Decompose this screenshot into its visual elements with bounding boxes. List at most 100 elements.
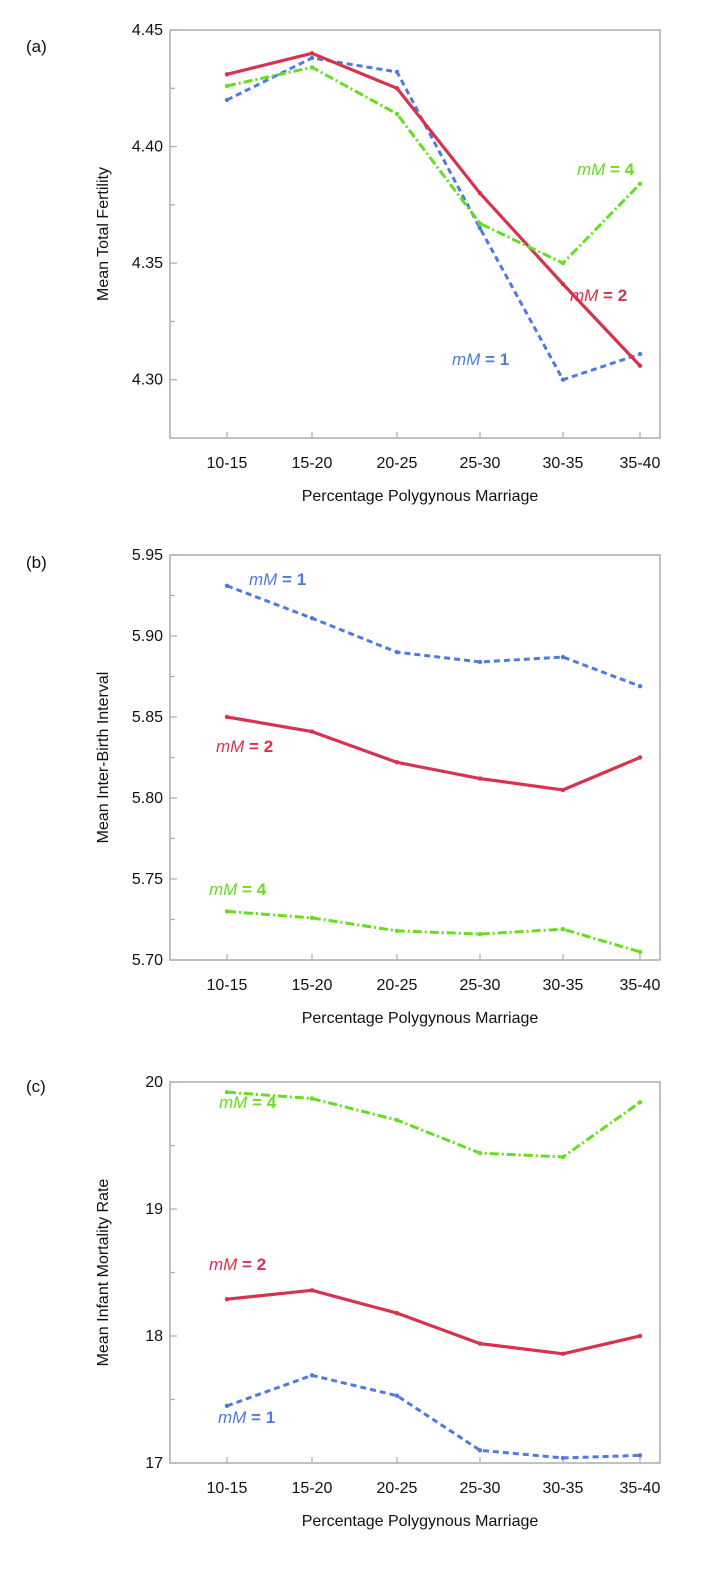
data-point-mM4	[637, 181, 643, 187]
data-point-mM2	[224, 1296, 230, 1302]
x-tick-label: 15-20	[292, 1480, 333, 1497]
series-label-mM1: mM = 1	[452, 350, 509, 369]
x-tick-label: 10-15	[207, 977, 248, 994]
series-label-mM1: mM = 1	[218, 1408, 275, 1427]
series-line-mM2	[226, 51, 642, 367]
data-point-mM4	[394, 928, 400, 934]
y-tick-label: 5.85	[132, 709, 163, 726]
data-point-mM2	[224, 714, 230, 720]
series-label-var: mM	[216, 737, 245, 756]
data-point-mM1	[309, 1373, 315, 1378]
series-line-mM2	[226, 1288, 641, 1356]
data-point-mM1	[560, 654, 566, 660]
data-point-mM1	[309, 615, 315, 621]
data-point-mM2	[560, 281, 566, 287]
data-point-mM2	[637, 363, 643, 368]
plot-frame	[169, 554, 661, 961]
series-label-var: mM	[209, 1255, 238, 1274]
data-point-mM2	[637, 1333, 643, 1339]
series-label-var: mM	[570, 286, 599, 305]
series-label-mM1: mM = 1	[249, 570, 306, 589]
series-label-var: mM	[249, 570, 278, 589]
data-point-mM1	[637, 351, 643, 357]
x-tick-label: 20-25	[377, 1480, 418, 1497]
data-point-mM2	[394, 1310, 400, 1316]
series-label-mM4: mM = 4	[219, 1093, 277, 1112]
y-tick-label: 18	[145, 1328, 163, 1345]
series-label-value: = 1	[480, 350, 509, 369]
panel-label: (c)	[26, 1077, 46, 1096]
x-tick-label: 30-35	[543, 1480, 584, 1497]
data-point-mM2	[309, 729, 315, 734]
x-tick-label: 35-40	[620, 977, 661, 994]
data-point-mM4	[477, 1150, 483, 1156]
data-point-mM4	[637, 1100, 643, 1105]
plot-frame	[169, 29, 661, 439]
series-label-mM4: mM = 4	[209, 880, 267, 899]
series-line-mM1	[226, 56, 641, 382]
data-point-mM1	[560, 1455, 566, 1461]
y-tick-label: 20	[145, 1074, 163, 1091]
series-label-mM2: mM = 2	[216, 737, 273, 756]
data-point-mM1	[637, 1453, 643, 1458]
x-axis-title: Percentage Polygynous Marriage	[302, 488, 539, 505]
data-point-mM4	[560, 1154, 566, 1160]
series-label-value: = 2	[237, 1255, 266, 1274]
y-tick-label: 19	[145, 1201, 163, 1218]
data-point-mM4	[224, 83, 230, 89]
series-label-value: = 4	[605, 160, 634, 179]
data-point-mM1	[394, 1393, 400, 1398]
series-line-mM4	[226, 65, 642, 265]
data-point-mM4	[309, 1096, 315, 1101]
data-point-mM4	[637, 949, 643, 955]
data-point-mM2	[477, 776, 483, 781]
data-point-mM1	[637, 684, 643, 689]
x-tick-label: 25-30	[460, 977, 501, 994]
series-label-value: = 4	[237, 880, 266, 899]
x-axis-title: Percentage Polygynous Marriage	[302, 1513, 539, 1530]
data-point-mM1	[224, 583, 230, 588]
data-point-mM2	[477, 1341, 483, 1346]
data-point-mM1	[224, 1403, 230, 1409]
data-point-mM2	[477, 191, 483, 196]
x-tick-label: 30-35	[543, 455, 584, 472]
data-point-mM2	[309, 51, 315, 56]
data-point-mM2	[560, 787, 566, 793]
series-line-mM2	[226, 715, 641, 792]
data-point-mM2	[394, 86, 400, 91]
x-axis-title: Percentage Polygynous Marriage	[302, 1010, 539, 1027]
panel-label: (a)	[26, 37, 47, 56]
x-tick-label: 10-15	[207, 455, 248, 472]
x-tick-label: 35-40	[620, 1480, 661, 1497]
data-point-mM4	[309, 65, 315, 70]
series-label-mM2: mM = 2	[209, 1255, 266, 1274]
series-line-mM4	[226, 1090, 641, 1159]
data-point-mM2	[309, 1288, 315, 1293]
x-tick-label: 25-30	[460, 455, 501, 472]
y-tick-label: 5.90	[132, 628, 163, 645]
series-label-var: mM	[452, 350, 481, 369]
series-label-var: mM	[218, 1408, 247, 1427]
series-line-mM4	[226, 909, 641, 954]
panel-label: (b)	[26, 553, 47, 572]
data-point-mM1	[394, 650, 400, 655]
data-point-mM1	[394, 69, 400, 75]
series-line-mM1	[226, 1373, 641, 1460]
y-axis-title: Mean Inter-Birth Interval	[95, 672, 112, 844]
series-label-var: mM	[577, 160, 606, 179]
data-point-mM4	[224, 909, 230, 914]
data-point-mM1	[477, 225, 483, 231]
data-point-mM4	[224, 1089, 230, 1095]
data-point-mM1	[309, 55, 315, 61]
series-label-value: = 1	[277, 570, 306, 589]
y-tick-label: 17	[145, 1455, 163, 1472]
y-tick-label: 4.35	[132, 255, 163, 272]
x-tick-label: 35-40	[620, 455, 661, 472]
x-tick-label: 30-35	[543, 977, 584, 994]
panel-3: (c) 17 18 19 20 10-15 15-20 20-25 25-30 30-35 35-4…	[26, 1074, 661, 1530]
data-point-mM2	[637, 755, 643, 760]
y-tick-label: 4.45	[132, 22, 163, 39]
data-point-mM4	[394, 111, 400, 117]
series-label-mM2: mM = 2	[570, 286, 627, 305]
